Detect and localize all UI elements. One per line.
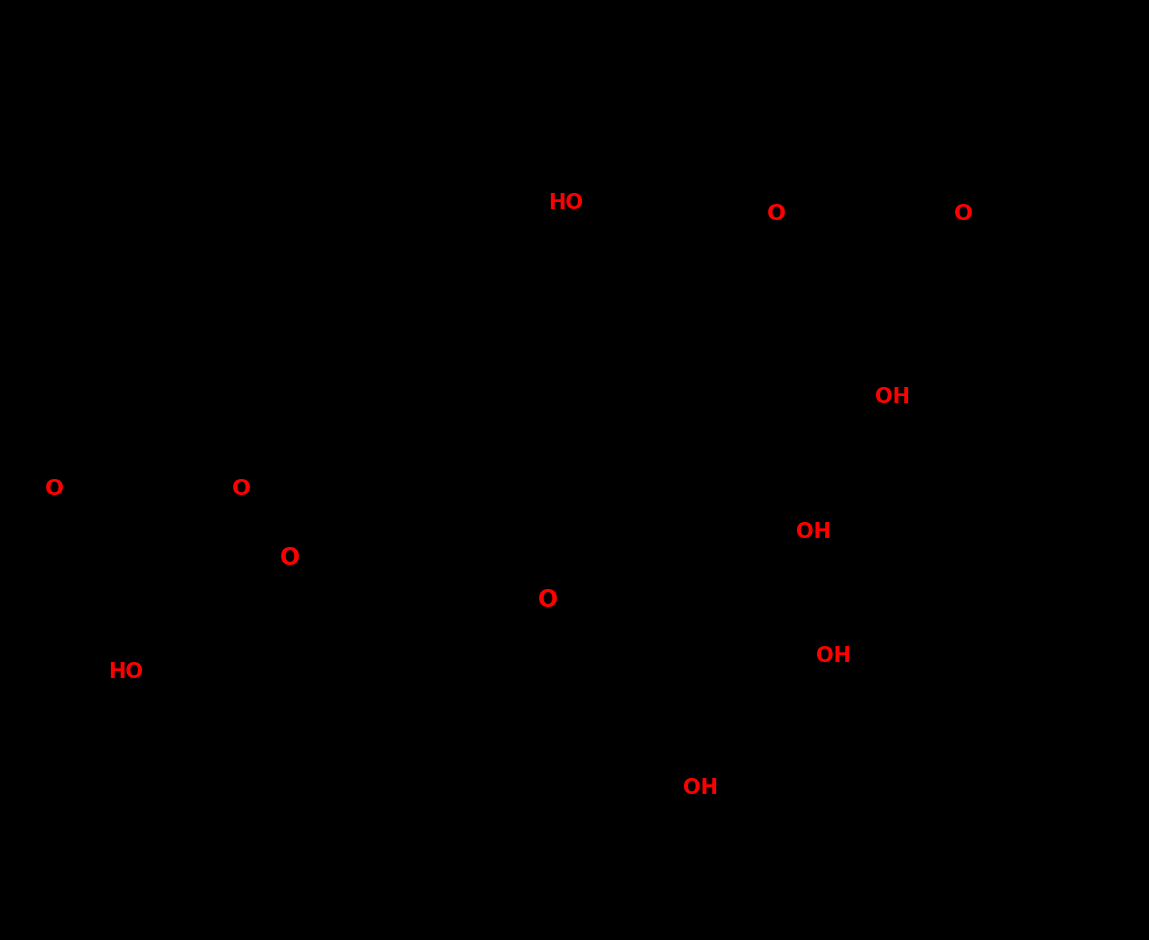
Text: HO: HO [108,662,144,682]
Text: O: O [280,546,300,570]
Text: OH: OH [874,387,910,407]
Text: HO: HO [548,193,583,213]
Text: OH: OH [796,522,831,542]
Text: O: O [538,588,558,612]
Text: OH: OH [816,646,851,666]
Text: O: O [766,204,786,224]
Text: OH: OH [683,778,717,798]
Text: O: O [45,479,64,499]
Text: O: O [232,479,252,499]
Text: O: O [954,204,973,224]
